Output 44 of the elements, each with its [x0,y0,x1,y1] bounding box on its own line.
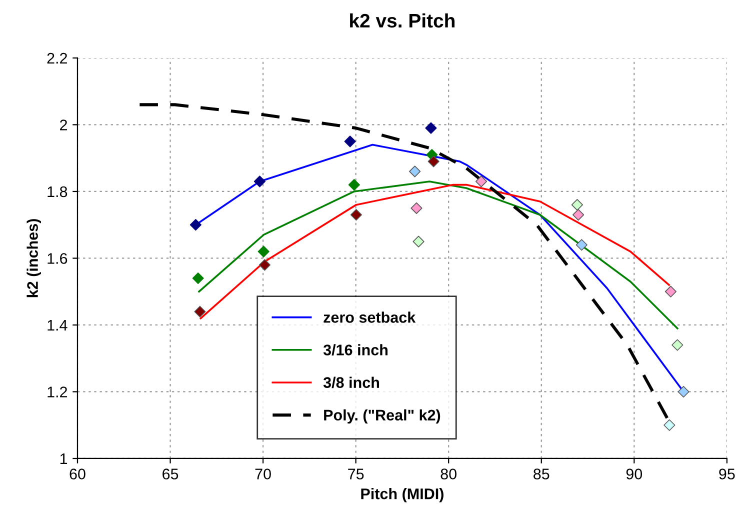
x-tick-label: 95 [719,468,735,480]
point [664,419,676,431]
x-tick-label: 60 [70,468,86,480]
x-tick-label: 85 [534,468,550,480]
x-tick-label: 70 [255,468,271,480]
x-tick-label: 90 [626,468,642,480]
x-tick-label: 65 [162,468,178,480]
y-axis-title: k2 (inches) [26,219,41,298]
y-tick-label: 2 [60,120,67,130]
point [576,239,588,251]
point [254,176,266,188]
y-tick-label: 1.6 [48,253,68,264]
y-tick-label: 1.4 [48,320,68,331]
point [192,272,204,284]
x-axis-title: Pitch (MIDI) [361,488,444,502]
point [258,246,270,258]
point [678,386,690,398]
legend-label: zero setback [324,312,416,323]
point [428,156,440,168]
point [412,236,424,248]
legend-label: 3/16 inch [323,344,388,356]
y-tick-label: 2.2 [47,52,68,64]
point [348,179,360,191]
point [664,286,677,298]
point [409,166,421,178]
point [350,209,362,221]
point [190,219,202,231]
chart-title: k2 vs. Pitch [350,13,455,28]
point [258,259,271,271]
x-tick-label: 80 [440,468,456,480]
legend-label: Poly. ("Real" k2) [324,409,440,424]
point [410,202,422,214]
point [475,176,488,188]
point [425,122,437,134]
x-tick-label: 75 [348,468,364,480]
point [572,209,584,221]
y-tick-label: 1.8 [48,186,68,198]
y-tick-label: 1 [60,454,68,464]
point [194,306,206,318]
point [571,199,583,211]
point [672,339,684,351]
point [344,136,356,148]
legend-label: 3/8 inch [323,376,380,388]
y-tick-label: 1.2 [48,386,68,398]
